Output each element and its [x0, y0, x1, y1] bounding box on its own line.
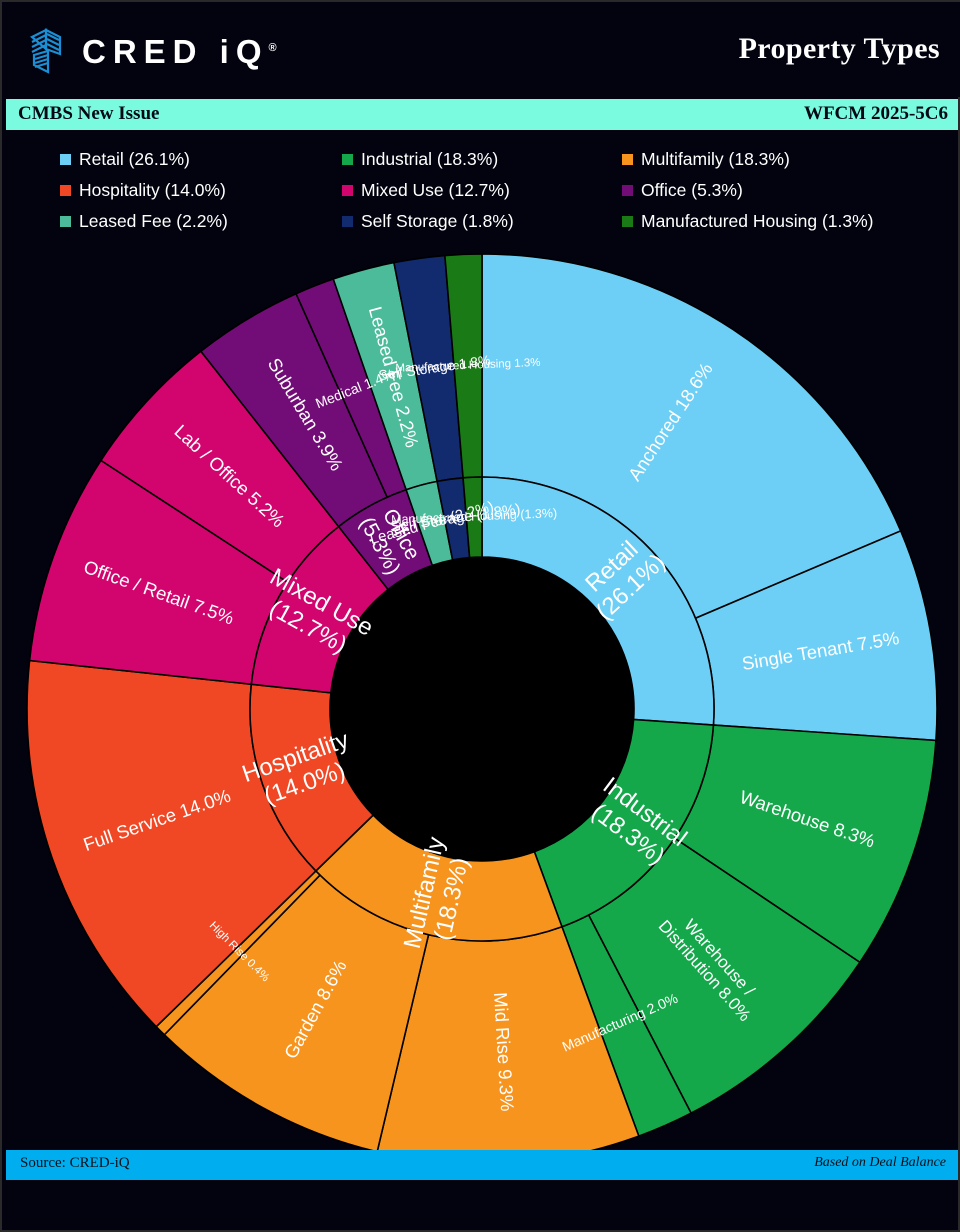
sunburst-inner-label: Manufactured Housing (1.3%) — [391, 506, 557, 527]
legend-item[interactable]: Manufactured Housing (1.3%) — [622, 211, 874, 231]
legend-item[interactable]: Retail (26.1%) — [60, 149, 190, 169]
legend-item[interactable]: Multifamily (18.3%) — [622, 149, 790, 169]
legend-item[interactable]: Hospitality (14.0%) — [60, 180, 226, 200]
page-header: CRED iQ® Property Types — [2, 2, 960, 97]
source-label: Source: CRED-iQ — [20, 1155, 130, 1171]
legend-label: Leased Fee (2.2%) — [79, 211, 228, 231]
legend-item[interactable]: Leased Fee (2.2%) — [60, 211, 228, 231]
chart-legend: Retail (26.1%) Industrial (18.3%) Multifam… — [2, 145, 960, 250]
sunburst-outer-label: Manufactured Housing 1.3% — [395, 357, 540, 375]
legend-label: Mixed Use (12.7%) — [361, 180, 510, 200]
page-footer: Source: CRED-iQ Based on Deal Balance — [6, 1150, 958, 1180]
legend-swatch-icon — [622, 216, 633, 228]
legend-label: Multifamily (18.3%) — [641, 149, 790, 169]
deal-name-label: WFCM 2025-5C6 — [803, 103, 948, 124]
legend-item[interactable]: Industrial (18.3%) — [342, 149, 499, 169]
brand-wordmark: CRED iQ® — [82, 32, 277, 70]
legend-swatch-icon — [60, 185, 71, 197]
legend-label: Manufactured Housing (1.3%) — [641, 211, 874, 231]
legend-label: Industrial (18.3%) — [361, 149, 499, 169]
page-title: Property Types — [738, 32, 940, 65]
legend-label: Self Storage (1.8%) — [361, 211, 514, 231]
sunburst-chart: Retail(26.1%) Industrial(18.3%) Multifamil… — [2, 250, 960, 1178]
legend-swatch-icon — [342, 185, 353, 197]
sunburst-center-hole — [330, 557, 634, 861]
deal-category-label: CMBS New Issue — [18, 103, 160, 124]
legend-swatch-icon — [60, 154, 71, 166]
brand-logo: CRED iQ® — [26, 28, 277, 74]
subheader-band: CMBS New Issue WFCM 2025-5C6 — [6, 99, 958, 130]
legend-item[interactable]: Office (5.3%) — [622, 180, 743, 200]
legend-swatch-icon — [622, 154, 633, 166]
legend-item[interactable]: Self Storage (1.8%) — [342, 211, 514, 231]
sunburst-segments — [26, 253, 938, 1165]
legend-label: Retail (26.1%) — [79, 149, 190, 169]
legend-swatch-icon — [622, 185, 633, 197]
legend-label: Office (5.3%) — [641, 180, 743, 200]
legend-swatch-icon — [60, 216, 71, 228]
legend-item[interactable]: Mixed Use (12.7%) — [342, 180, 510, 200]
legend-swatch-icon — [342, 216, 353, 228]
registered-mark: ® — [268, 41, 277, 54]
legend-swatch-icon — [342, 154, 353, 166]
legend-label: Hospitality (14.0%) — [79, 180, 226, 200]
basis-note: Based on Deal Balance — [814, 1155, 946, 1170]
crediq-logo-icon — [26, 28, 68, 74]
